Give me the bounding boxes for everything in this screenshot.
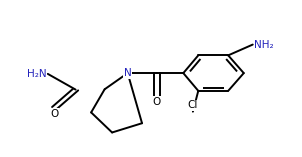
Text: NH₂: NH₂ bbox=[254, 40, 274, 50]
Text: N: N bbox=[124, 68, 132, 78]
Text: Cl: Cl bbox=[188, 100, 198, 110]
Text: O: O bbox=[153, 97, 161, 107]
Text: H₂N: H₂N bbox=[27, 69, 46, 79]
Text: O: O bbox=[50, 109, 59, 119]
